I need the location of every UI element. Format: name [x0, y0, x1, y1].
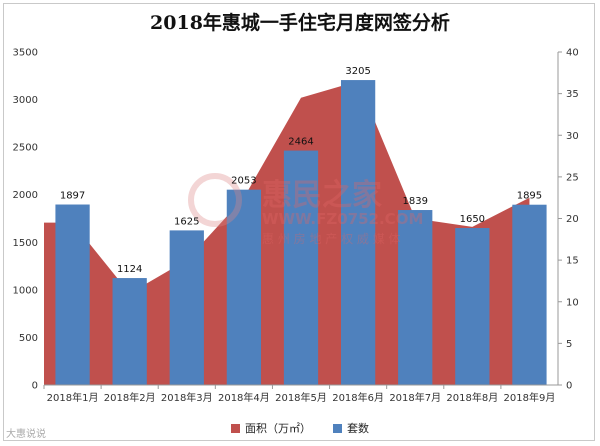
legend-swatch-bar: [333, 423, 342, 433]
legend-label-bar: 套数: [347, 422, 369, 435]
legend: 面积（万㎡） 套数: [0, 420, 600, 436]
bar: [169, 230, 204, 385]
bar-data-label: 1897: [60, 191, 85, 202]
watermark-tagline: 惠 州 房 地 产 权 威 媒 体: [262, 231, 401, 246]
x-tick-label: 2018年8月: [446, 391, 498, 404]
x-tick-label: 2018年4月: [218, 391, 270, 404]
bar: [112, 278, 147, 385]
y-left-tick-label: 1500: [13, 238, 38, 249]
x-tick-label: 2018年6月: [332, 391, 384, 404]
y-left-tick-label: 2000: [13, 190, 38, 201]
bar: [55, 204, 90, 385]
bar-data-label: 1124: [117, 264, 142, 275]
y-right-tick-label: 40: [566, 48, 579, 59]
chart-title: 2018年惠城一手住宅月度网签分析: [150, 12, 450, 34]
x-tick-label: 2018年9月: [504, 391, 556, 404]
bar: [340, 80, 376, 386]
y-right-tick-label: 35: [566, 89, 579, 100]
y-left-tick-label: 0: [32, 381, 38, 392]
x-tick-label: 2018年1月: [47, 391, 99, 404]
y-right-tick-label: 30: [566, 131, 579, 142]
x-tick-label: 2018年7月: [389, 391, 441, 404]
y-left-tick-label: 3500: [13, 48, 38, 59]
legend-item-bar: 套数: [333, 420, 369, 436]
bar-data-label: 1625: [174, 216, 199, 227]
watermark-brand: 惠民之家: [262, 178, 382, 213]
legend-label-area: 面积（万㎡）: [245, 422, 311, 435]
footer-watermark: 大惠说说: [6, 429, 46, 440]
y-left-tick-label: 2500: [13, 143, 38, 154]
bar: [512, 204, 547, 385]
bar-data-label: 1839: [402, 196, 427, 207]
bar: [455, 228, 490, 385]
bar: [226, 189, 262, 385]
x-tick-label: 2018年5月: [275, 391, 327, 404]
y-right-tick-label: 10: [566, 297, 579, 308]
x-tick-label: 2018年2月: [104, 391, 156, 404]
y-right-tick-label: 0: [566, 381, 572, 392]
bar: [398, 210, 433, 385]
y-left-tick-label: 500: [19, 333, 38, 344]
legend-item-area: 面积（万㎡）: [231, 420, 311, 436]
y-left-tick-label: 3000: [13, 95, 38, 106]
y-right-tick-label: 5: [566, 339, 572, 350]
y-right-tick-label: 15: [566, 256, 579, 267]
y-right-tick-label: 20: [566, 214, 579, 225]
bar-data-label: 2464: [288, 137, 313, 148]
legend-swatch-area: [231, 423, 240, 433]
watermark-logo: [188, 173, 242, 227]
bar: [283, 150, 319, 385]
y-right-tick-label: 25: [566, 172, 579, 183]
chart-frame: [3, 3, 595, 441]
x-tick-label: 2018年3月: [161, 391, 213, 404]
bar-data-label: 1895: [517, 191, 542, 202]
bar-data-label: 1650: [460, 214, 485, 225]
watermark-url: WWW.FZ0752.COM: [262, 210, 423, 228]
bar-data-label: 3205: [345, 66, 370, 77]
bar-data-label: 2053: [231, 176, 256, 187]
y-left-tick-label: 1000: [13, 285, 38, 296]
